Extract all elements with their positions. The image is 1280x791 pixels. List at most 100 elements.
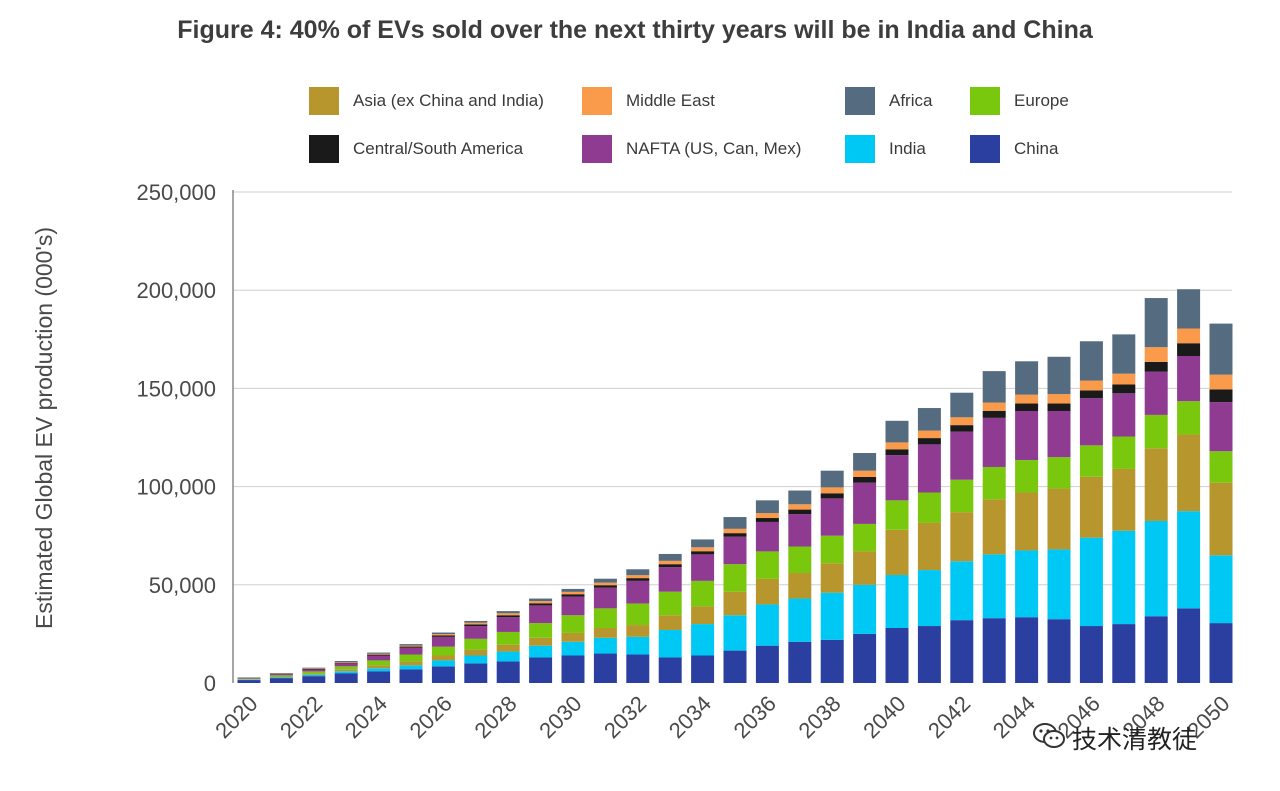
bar-segment-middle-east-2039 <box>853 470 877 477</box>
bar-segment-china-2043 <box>982 618 1006 683</box>
legend-swatch-middle-east <box>582 87 612 115</box>
bar-stack-2040 <box>885 420 909 683</box>
bar-segment-europe-2045 <box>1047 457 1071 489</box>
bar-segment-europe-2046 <box>1079 445 1103 477</box>
bar-segment-europe-2036 <box>755 551 779 579</box>
bar-segment-nafta-us-can-mex--2046 <box>1079 398 1103 446</box>
bar-segment-central-south-america-2033 <box>658 564 682 568</box>
bar-segment-africa-2048 <box>1144 298 1168 348</box>
bar-segment-china-2034 <box>691 655 715 683</box>
bar-segment-central-south-america-2036 <box>755 518 779 522</box>
bar-stack-2028 <box>496 611 520 683</box>
bar-segment-europe-2022 <box>302 671 326 674</box>
bar-segment-asia-ex-china-and-india--2050 <box>1209 482 1233 556</box>
bar-segment-europe-2042 <box>950 479 974 513</box>
bar-segment-europe-2031 <box>593 608 617 629</box>
wechat-icon <box>1032 721 1066 756</box>
bar-segment-china-2020 <box>237 680 261 683</box>
bar-segment-europe-2030 <box>561 615 585 633</box>
bar-segment-asia-ex-china-and-india--2037 <box>788 573 812 599</box>
bar-segment-nafta-us-can-mex--2028 <box>496 617 520 632</box>
bar-segment-india-2041 <box>917 570 941 627</box>
bar-segment-africa-2034 <box>691 539 715 548</box>
bar-segment-europe-2027 <box>464 638 488 650</box>
bar-segment-nafta-us-can-mex--2044 <box>1015 410 1039 461</box>
bar-segment-asia-ex-china-and-india--2024 <box>367 665 391 669</box>
bar-segment-india-2029 <box>529 645 553 658</box>
bar-segment-india-2036 <box>755 604 779 646</box>
bar-segment-nafta-us-can-mex--2031 <box>593 587 617 609</box>
watermark-text: 技术清教徒 <box>1072 726 1198 754</box>
bar-segment-china-2045 <box>1047 619 1071 683</box>
bar-segment-africa-2028 <box>496 611 520 614</box>
y-tick-label: 250,000 <box>136 180 216 205</box>
bar-segment-africa-2032 <box>626 569 650 576</box>
bar-stack-2036 <box>755 500 779 683</box>
bar-stack-2029 <box>529 598 553 683</box>
bar-segment-nafta-us-can-mex--2050 <box>1209 402 1233 452</box>
bar-segment-middle-east-2026 <box>431 634 455 636</box>
bar-segment-india-2030 <box>561 641 585 656</box>
bar-segment-europe-2026 <box>431 646 455 656</box>
bar-stack-2037 <box>788 490 812 683</box>
bar-segment-nafta-us-can-mex--2048 <box>1144 371 1168 415</box>
bar-segment-middle-east-2044 <box>1015 394 1039 404</box>
bar-segment-middle-east-2043 <box>982 402 1006 411</box>
legend-swatch-africa <box>845 87 875 115</box>
bar-segment-central-south-america-2040 <box>885 449 909 456</box>
bar-segment-central-south-america-2046 <box>1079 390 1103 399</box>
bar-segment-central-south-america-2037 <box>788 509 812 515</box>
bar-segment-india-2047 <box>1112 530 1136 625</box>
bar-segment-india-2046 <box>1079 537 1103 627</box>
bar-segment-africa-2025 <box>399 644 423 646</box>
bar-segment-central-south-america-2038 <box>820 493 844 499</box>
bar-segment-middle-east-2037 <box>788 504 812 510</box>
legend-label-india: India <box>889 139 926 158</box>
bar-segment-asia-ex-china-and-india--2035 <box>723 591 747 616</box>
watermark: 技术清教徒 <box>1032 720 1197 756</box>
legend-swatch-nafta <box>582 135 612 163</box>
x-tick-label: 2026 <box>405 691 457 743</box>
bar-segment-asia-ex-china-and-india--2041 <box>917 522 941 571</box>
bar-stack-2048 <box>1144 298 1168 683</box>
bar-segment-china-2044 <box>1015 617 1039 683</box>
legend-item-europe: Europe <box>970 87 1069 115</box>
bar-segment-india-2050 <box>1209 555 1233 624</box>
bar-segment-nafta-us-can-mex--2047 <box>1112 393 1136 437</box>
legend-item-africa: Africa <box>845 87 932 115</box>
bar-stack-2035 <box>723 517 747 683</box>
legend-label-nafta: NAFTA (US, Can, Mex) <box>626 139 802 158</box>
bar-stack-2046 <box>1079 341 1103 683</box>
bar-stack-2021 <box>269 672 293 683</box>
bar-segment-nafta-us-can-mex--2027 <box>464 626 488 639</box>
bar-stack-2023 <box>334 661 358 683</box>
bar-segment-nafta-us-can-mex--2037 <box>788 514 812 547</box>
bar-segment-nafta-us-can-mex--2022 <box>302 669 326 672</box>
bar-segment-asia-ex-china-and-india--2022 <box>302 673 326 675</box>
bar-segment-middle-east-2031 <box>593 582 617 586</box>
bar-segment-africa-2041 <box>917 408 941 431</box>
y-tick-label: 200,000 <box>136 278 216 303</box>
bar-segment-europe-2021 <box>269 675 293 677</box>
legend-label-middle-east: Middle East <box>626 91 715 110</box>
bar-segment-middle-east-2025 <box>399 645 423 647</box>
bar-segment-central-south-america-2028 <box>496 615 520 618</box>
bar-segment-europe-2050 <box>1209 451 1233 483</box>
bar-segment-africa-2027 <box>464 620 488 623</box>
bar-segment-europe-2049 <box>1177 401 1201 435</box>
bar-segment-china-2041 <box>917 626 941 683</box>
legend-item-india: India <box>845 135 926 163</box>
bar-series <box>237 289 1233 683</box>
bar-segment-europe-2040 <box>885 500 909 530</box>
bar-segment-india-2032 <box>626 636 650 655</box>
bar-segment-central-south-america-2044 <box>1015 403 1039 411</box>
bar-segment-nafta-us-can-mex--2041 <box>917 444 941 493</box>
x-tick-label: 2028 <box>469 691 521 743</box>
bar-segment-india-2027 <box>464 655 488 664</box>
bar-segment-china-2031 <box>593 653 617 683</box>
bar-stack-2049 <box>1177 289 1201 683</box>
bar-segment-europe-2029 <box>529 623 553 638</box>
bar-segment-nafta-us-can-mex--2030 <box>561 596 585 616</box>
bar-segment-india-2049 <box>1177 511 1201 609</box>
